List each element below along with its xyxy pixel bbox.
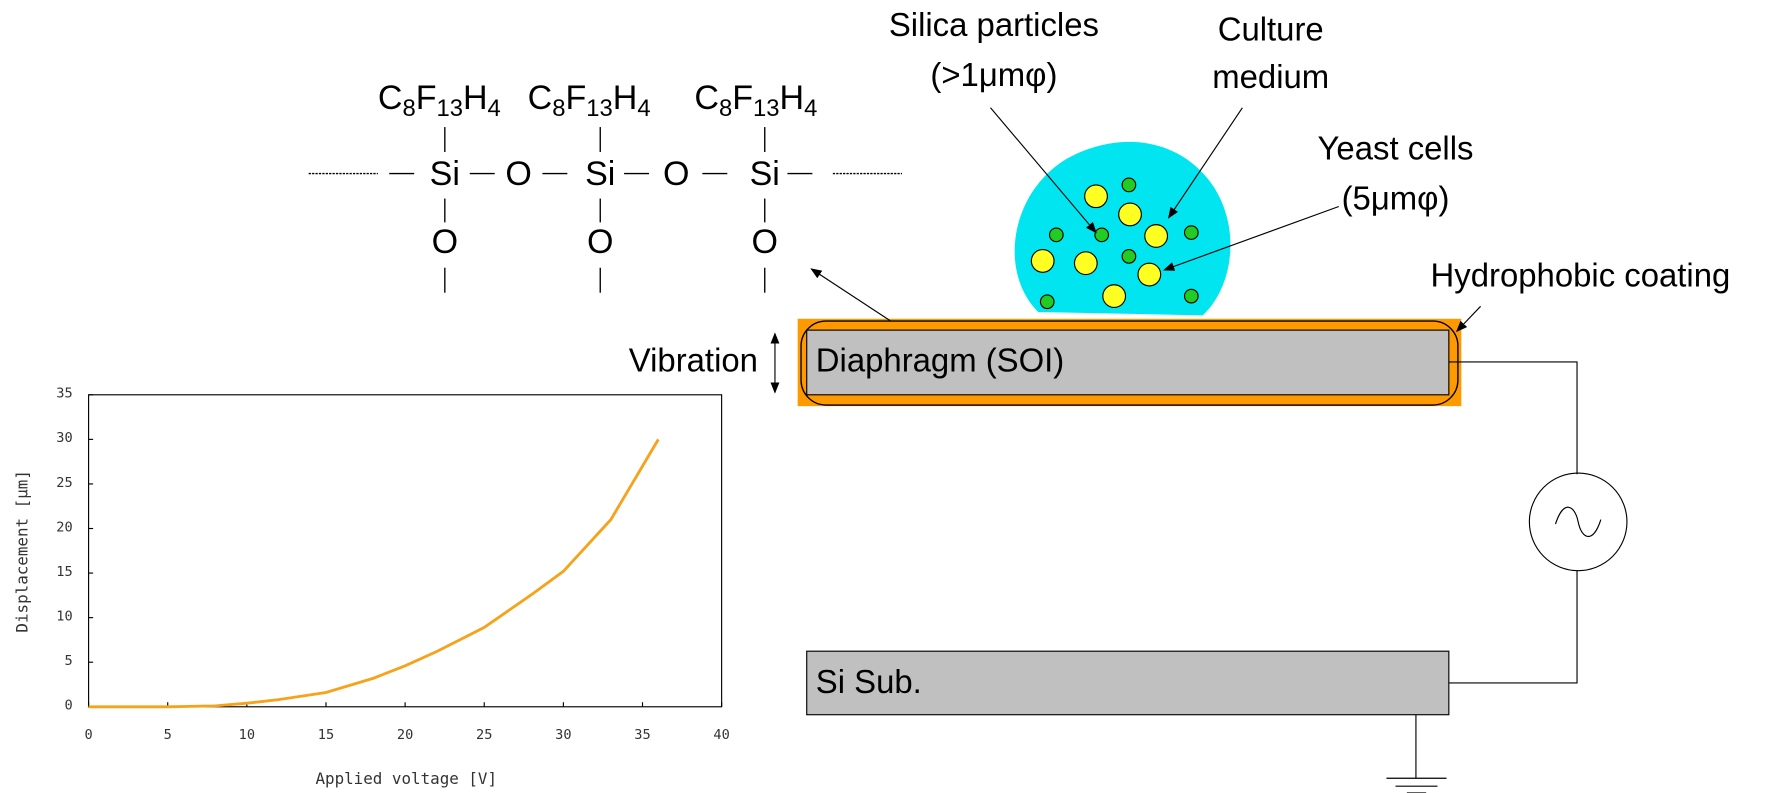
subscript: 4 [637, 95, 650, 122]
formula-group: C8F13H4 [694, 79, 817, 123]
atom: H [613, 79, 638, 117]
side-atom: O [587, 223, 613, 261]
backbone-atom: Si [430, 155, 460, 193]
x-tick-label: 30 [555, 727, 571, 743]
atom: C [528, 79, 553, 117]
label: Diaphragm (SOI) [816, 342, 1064, 379]
circuit [1386, 362, 1627, 793]
y-tick-label: 15 [56, 564, 72, 580]
label: Hydrophobic coating [1431, 257, 1731, 294]
atom: F [416, 79, 437, 117]
x-axis-label: Applied voltage [V] [315, 769, 497, 788]
subscript: 4 [488, 95, 501, 122]
y-tick-label: 30 [56, 430, 72, 446]
x-tick-label: 0 [84, 727, 92, 743]
x-tick-label: 20 [397, 727, 413, 743]
atom: C [694, 79, 719, 117]
x-tick-label: 25 [476, 727, 492, 743]
y-tick-label: 0 [65, 698, 73, 714]
subscript: 8 [552, 95, 565, 122]
x-tick-label: 35 [634, 727, 650, 743]
label: Silica particles [889, 6, 1099, 43]
y-tick-label: 5 [65, 653, 73, 669]
label: Yeast cells [1318, 130, 1474, 167]
subscript: 13 [436, 95, 463, 122]
x-tick-label: 40 [713, 727, 729, 743]
formula-bonds [309, 127, 902, 293]
y-axis-label: Displacement [μm] [12, 470, 31, 632]
label: Vibration [629, 342, 758, 379]
side-atom: O [432, 223, 458, 261]
subscript: 8 [719, 95, 732, 122]
atom: F [732, 79, 753, 117]
side-atom: O [752, 223, 778, 261]
figure: Silica particles (>1μmφ) Culture medium … [0, 0, 1770, 793]
formula-group: C8F13H4 [528, 79, 651, 123]
backbone-atom: O [505, 155, 531, 193]
atom: C [378, 79, 403, 117]
subscript: 13 [753, 95, 780, 122]
subscript: 13 [586, 95, 613, 122]
atom: H [463, 79, 488, 117]
y-tick-label: 10 [56, 609, 72, 625]
label: medium [1212, 58, 1329, 95]
label: (>1μmφ) [930, 56, 1057, 93]
label: (5μmφ) [1342, 179, 1450, 216]
label: Culture [1218, 10, 1324, 47]
y-tick-label: 25 [56, 475, 72, 491]
data-line [89, 439, 659, 706]
label: Si Sub. [816, 663, 922, 700]
x-tick-label: 5 [164, 727, 172, 743]
backbone-atom: Si [585, 155, 615, 193]
subscript: 4 [804, 95, 817, 122]
formula-group: C8F13H4 [378, 79, 501, 123]
y-tick-label: 20 [56, 519, 72, 535]
plot-frame [89, 395, 722, 707]
x-tick-label: 10 [239, 727, 255, 743]
atom: H [780, 79, 805, 117]
subscript: 8 [402, 95, 415, 122]
backbone-atom: Si [750, 155, 780, 193]
y-tick-label: 35 [56, 386, 72, 402]
atom: F [565, 79, 586, 117]
x-tick-label: 15 [318, 727, 334, 743]
backbone-atom: O [663, 155, 689, 193]
